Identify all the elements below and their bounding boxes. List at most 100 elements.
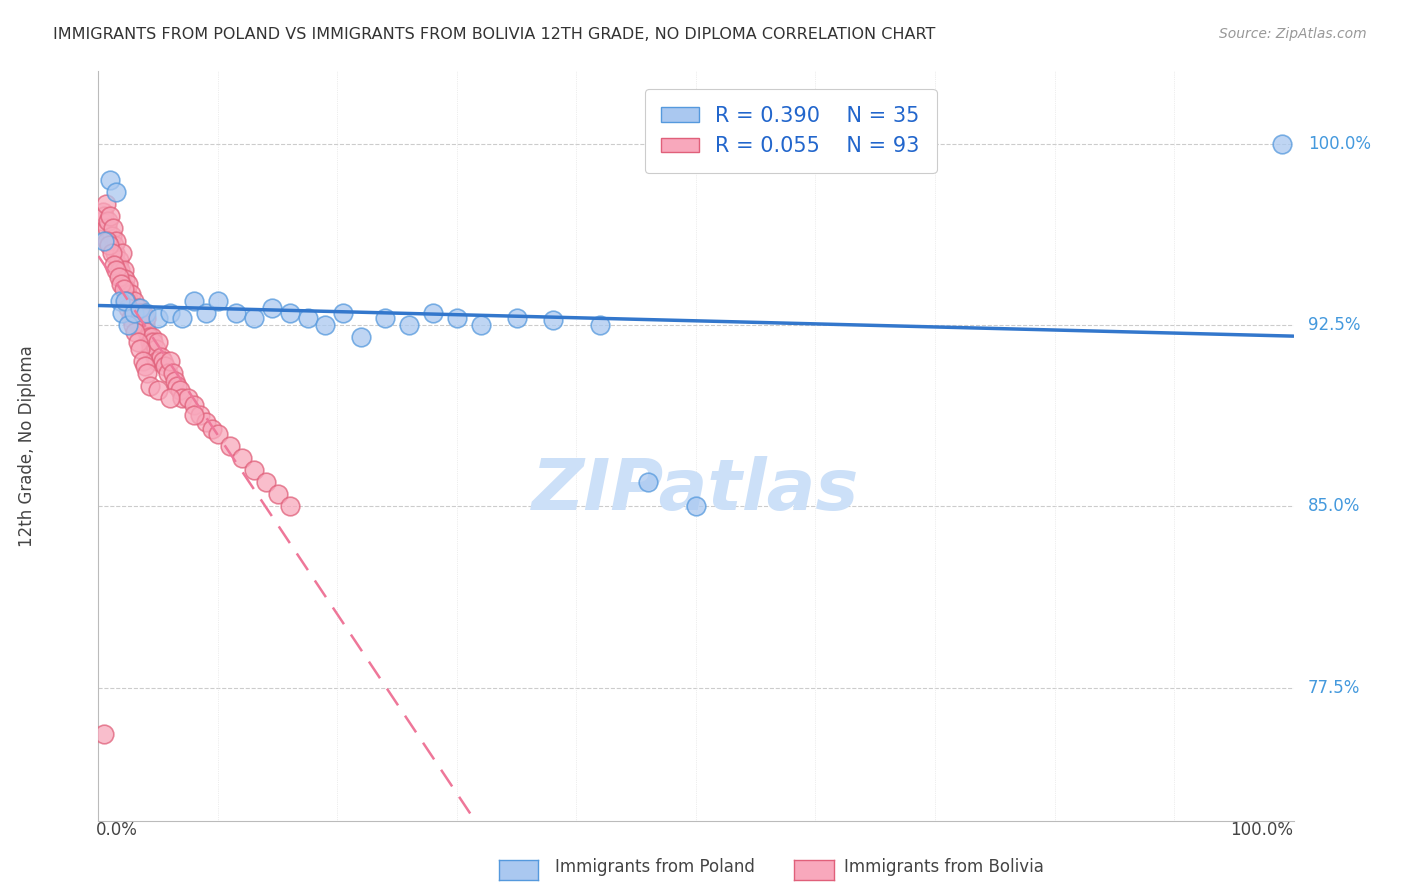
Point [637, 475, 659, 490]
Point [183, 408, 205, 422]
Point [506, 310, 529, 325]
Point [127, 334, 149, 349]
Point [169, 384, 191, 398]
Point [93, 726, 115, 740]
Point [148, 310, 170, 325]
Point [125, 310, 148, 325]
Point [131, 306, 153, 320]
Point [115, 286, 138, 301]
Point [315, 318, 337, 333]
Point [118, 293, 141, 308]
Point [122, 310, 145, 325]
Point [104, 245, 127, 260]
Point [107, 269, 129, 284]
Point [117, 301, 139, 316]
Text: ZIPatlas: ZIPatlas [533, 457, 859, 525]
Point [110, 269, 132, 284]
Text: IMMIGRANTS FROM POLAND VS IMMIGRANTS FROM BOLIVIA 12TH GRADE, NO DIPLOMA CORRELA: IMMIGRANTS FROM POLAND VS IMMIGRANTS FRO… [53, 27, 936, 42]
Point [110, 277, 132, 291]
Point [124, 306, 146, 320]
Point [96, 234, 118, 248]
Point [183, 398, 205, 412]
Point [207, 293, 229, 308]
Point [149, 350, 172, 364]
Point [129, 301, 152, 316]
Point [350, 330, 373, 344]
Point [111, 306, 134, 320]
Point [103, 258, 125, 272]
Point [278, 500, 301, 514]
Point [103, 238, 125, 252]
Point [117, 318, 139, 333]
Point [105, 234, 128, 248]
Point [135, 310, 157, 325]
Point [201, 422, 224, 436]
Point [195, 306, 218, 320]
Point [422, 306, 444, 320]
Text: Immigrants from Bolivia: Immigrants from Bolivia [844, 858, 1043, 876]
Point [332, 306, 354, 320]
Point [142, 334, 165, 349]
Point [139, 343, 162, 357]
Legend: R = 0.390    N = 35, R = 0.055    N = 93: R = 0.390 N = 35, R = 0.055 N = 93 [644, 89, 936, 173]
Point [177, 391, 200, 405]
Point [172, 391, 194, 405]
Text: Immigrants from Poland: Immigrants from Poland [555, 858, 755, 876]
Point [98, 234, 121, 248]
Point [121, 301, 143, 316]
Point [105, 262, 128, 277]
Point [93, 210, 115, 224]
Point [93, 234, 115, 248]
Point [163, 374, 186, 388]
Point [159, 306, 181, 320]
Point [148, 384, 170, 398]
Point [541, 313, 564, 327]
Point [156, 367, 179, 381]
Text: 77.5%: 77.5% [1308, 679, 1360, 697]
Point [159, 391, 181, 405]
Point [139, 378, 162, 392]
Point [183, 293, 205, 308]
Point [138, 330, 160, 344]
Point [131, 318, 153, 333]
Point [148, 334, 170, 349]
Point [96, 221, 118, 235]
Point [685, 500, 707, 514]
Point [124, 326, 146, 340]
Point [105, 185, 128, 199]
Point [114, 272, 136, 286]
Point [470, 318, 492, 333]
Point [122, 318, 145, 333]
Text: 0.0%: 0.0% [96, 821, 138, 838]
Point [243, 310, 266, 325]
Point [231, 451, 253, 466]
Point [152, 354, 174, 368]
Point [98, 238, 121, 252]
Point [141, 330, 163, 344]
Point [120, 286, 142, 301]
Point [108, 293, 131, 308]
Point [131, 354, 153, 368]
Point [115, 282, 138, 296]
Point [159, 354, 181, 368]
Point [134, 359, 156, 374]
Point [195, 415, 218, 429]
Point [129, 343, 152, 357]
Point [254, 475, 277, 490]
Point [107, 258, 129, 272]
Point [136, 367, 159, 381]
Point [207, 426, 229, 441]
Point [91, 204, 114, 219]
Point [134, 318, 156, 333]
Point [145, 343, 167, 357]
Point [129, 306, 152, 320]
Point [219, 439, 242, 453]
Point [100, 228, 122, 243]
Point [267, 487, 290, 501]
Point [111, 245, 134, 260]
Point [101, 221, 124, 235]
Point [114, 293, 136, 308]
Point [136, 326, 159, 340]
Point [91, 214, 114, 228]
Point [260, 301, 283, 316]
